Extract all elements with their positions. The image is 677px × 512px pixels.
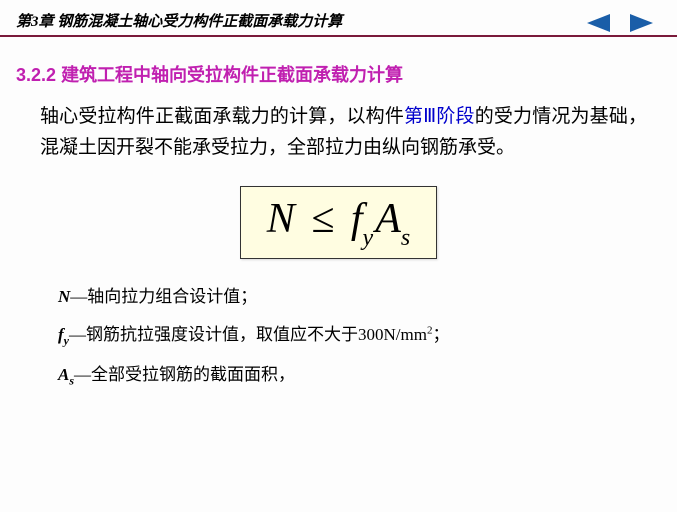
nav-buttons bbox=[583, 12, 657, 34]
formula-f-sub: y bbox=[363, 225, 374, 251]
def-N-symbol: N bbox=[58, 287, 70, 306]
formula-A: A bbox=[375, 196, 401, 242]
definitions: N—轴向拉力组合设计值； fy—钢筋抗拉强度设计值，取值应不大于300N/mm2… bbox=[58, 285, 637, 389]
triangle-left-icon bbox=[584, 13, 612, 33]
def-As-symbol: As bbox=[58, 365, 74, 384]
def-fy: fy—钢筋抗拉强度设计值，取值应不大于300N/mm2； bbox=[58, 323, 637, 349]
formula-op: ≤ bbox=[311, 196, 334, 242]
formula-f: f bbox=[351, 196, 363, 242]
stage-link[interactable]: 第Ⅲ阶段 bbox=[404, 106, 475, 127]
def-As-text: —全部受拉钢筋的截面面积， bbox=[74, 365, 295, 384]
next-button[interactable] bbox=[627, 12, 657, 34]
def-N-text: —轴向拉力组合设计值； bbox=[70, 287, 257, 306]
body-text-pre: 轴心受拉构件正截面承载力的计算，以构件 bbox=[40, 106, 404, 127]
def-fy-text-pre: —钢筋抗拉强度设计值，取值应不大于300N/mm bbox=[69, 325, 427, 344]
triangle-right-icon bbox=[628, 13, 656, 33]
def-As: As—全部受拉钢筋的截面面积， bbox=[58, 363, 637, 389]
def-fy-symbol: fy bbox=[58, 325, 69, 344]
formula: N ≤ fyAs bbox=[267, 196, 410, 242]
section-number: 3.2.2 bbox=[16, 65, 56, 85]
def-N: N—轴向拉力组合设计值； bbox=[58, 285, 637, 309]
formula-box: N ≤ fyAs bbox=[240, 186, 437, 259]
section-heading: 建筑工程中轴向受拉构件正截面承载力计算 bbox=[61, 65, 403, 85]
def-fy-text-post: ； bbox=[432, 325, 449, 344]
body-paragraph: 轴心受拉构件正截面承载力的计算，以构件第Ⅲ阶段的受力情况为基础，混凝土因开裂不能… bbox=[40, 101, 647, 164]
section-title: 3.2.2 建筑工程中轴向受拉构件正截面承载力计算 bbox=[16, 61, 677, 87]
page-header: 第3章 钢筋混凝土轴心受力构件正截面承载力计算 bbox=[0, 0, 677, 37]
prev-button[interactable] bbox=[583, 12, 613, 34]
formula-A-sub: s bbox=[401, 225, 410, 251]
formula-N: N bbox=[267, 196, 295, 242]
chapter-title: 第3章 钢筋混凝土轴心受力构件正截面承载力计算 bbox=[16, 14, 342, 30]
